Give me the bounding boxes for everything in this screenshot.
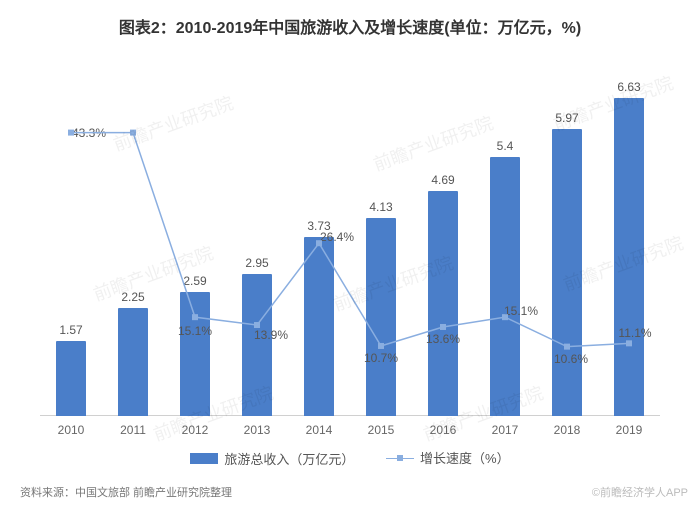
x-tick-label: 2018 <box>554 423 581 437</box>
x-tick-label: 2015 <box>368 423 395 437</box>
x-tick-label: 2014 <box>306 423 333 437</box>
chart-area: 1.5720102.2520112.5920122.9520133.732014… <box>40 56 660 416</box>
line-marker <box>192 314 198 320</box>
line-marker <box>68 130 74 136</box>
line-marker <box>254 322 260 328</box>
legend-line: 增长速度（%） <box>386 448 510 467</box>
line-marker <box>316 240 322 246</box>
legend-bar: 旅游总收入（万亿元） <box>190 449 354 468</box>
x-tick-label: 2010 <box>58 423 85 437</box>
line-marker <box>440 324 446 330</box>
legend-line-label: 增长速度（%） <box>420 448 510 467</box>
x-tick-label: 2019 <box>616 423 643 437</box>
legend-bar-swatch <box>190 453 218 464</box>
x-tick-label: 2013 <box>244 423 271 437</box>
x-tick-label: 2017 <box>492 423 519 437</box>
growth-line <box>71 133 629 347</box>
x-tick-label: 2012 <box>182 423 209 437</box>
line-marker <box>378 343 384 349</box>
chart-title: 图表2：2010-2019年中国旅游收入及增长速度(单位：万亿元，%) <box>0 0 700 38</box>
x-tick-label: 2016 <box>430 423 457 437</box>
brand-text: ©前瞻经济学人APP <box>592 484 688 500</box>
line-layer <box>40 56 660 416</box>
line-marker <box>626 340 632 346</box>
source-text: 资料来源：中国文旅部 前瞻产业研究院整理 <box>20 484 232 500</box>
x-tick-label: 2011 <box>120 423 146 437</box>
legend: 旅游总收入（万亿元） 增长速度（%） <box>0 448 700 468</box>
line-marker <box>130 130 136 136</box>
line-marker <box>502 314 508 320</box>
legend-bar-label: 旅游总收入（万亿元） <box>224 449 354 468</box>
line-marker <box>564 344 570 350</box>
legend-line-swatch <box>386 452 414 464</box>
